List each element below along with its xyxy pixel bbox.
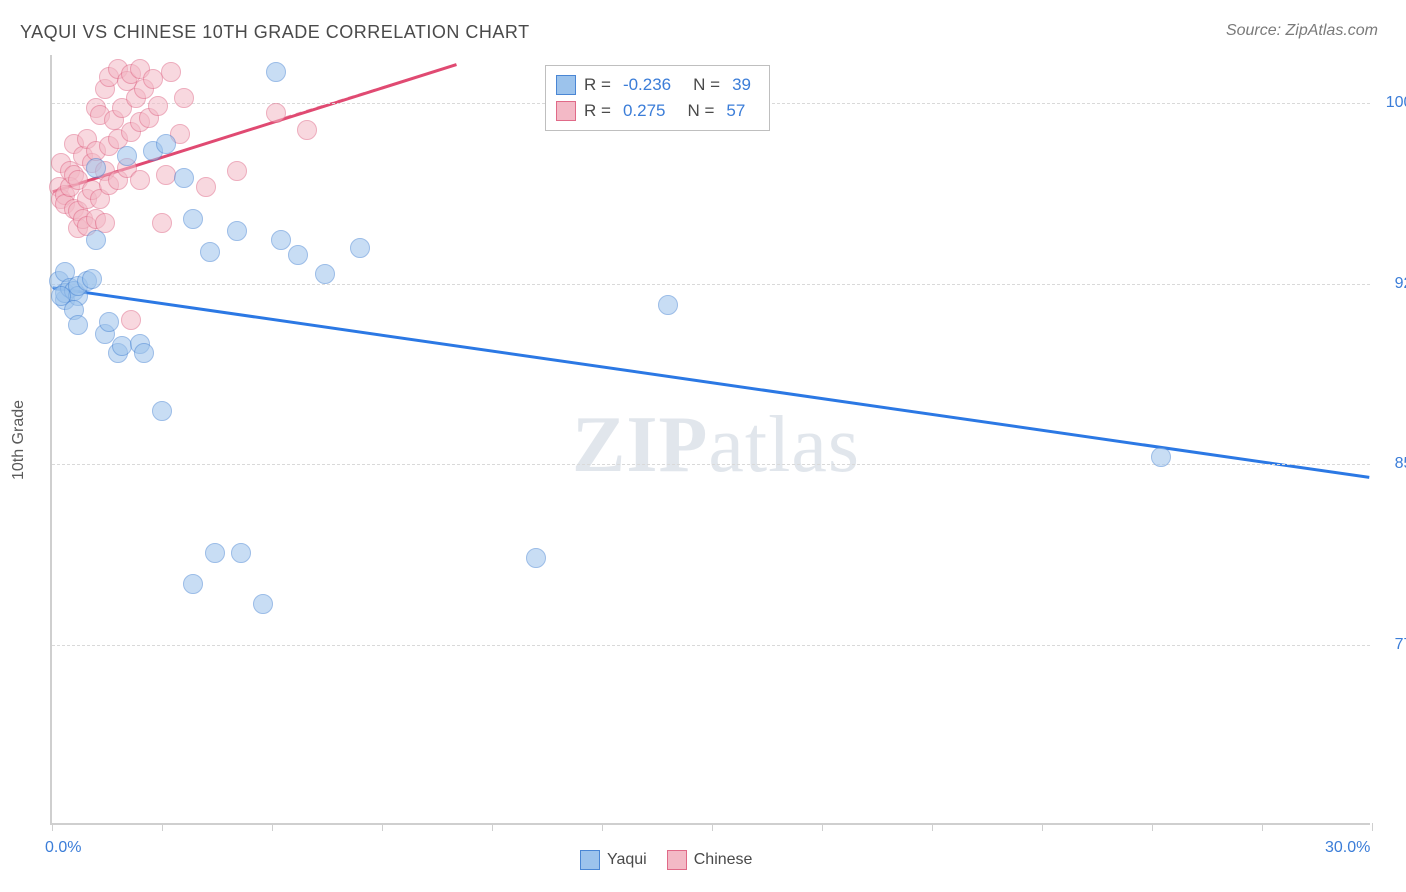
data-point (174, 88, 194, 108)
x-tick (162, 823, 163, 831)
legend-r-label: R = (584, 75, 611, 95)
grid-line (52, 645, 1370, 646)
data-point (205, 543, 225, 563)
x-tick (1152, 823, 1153, 831)
x-tick (52, 823, 53, 831)
legend-series-label: Chinese (694, 851, 753, 869)
y-axis-label: 10th Grade (10, 400, 28, 480)
x-tick (712, 823, 713, 831)
legend-swatch (667, 850, 687, 870)
source-label: Source: ZipAtlas.com (1226, 22, 1378, 40)
data-point (227, 221, 247, 241)
x-tick (492, 823, 493, 831)
data-point (86, 230, 106, 250)
x-tick (602, 823, 603, 831)
legend-swatch (556, 101, 576, 121)
x-tick-label: 0.0% (45, 839, 81, 857)
legend-r-label: R = (584, 101, 611, 121)
x-tick (822, 823, 823, 831)
data-point (526, 548, 546, 568)
data-point (174, 168, 194, 188)
data-point (99, 312, 119, 332)
y-tick-label: 92.5% (1375, 275, 1406, 293)
legend-n-label: N = (693, 75, 720, 95)
grid-line (52, 284, 1370, 285)
data-point (231, 543, 251, 563)
data-point (658, 295, 678, 315)
data-point (297, 120, 317, 140)
legend-r-value: 0.275 (623, 101, 666, 121)
data-point (183, 574, 203, 594)
legend-swatch (580, 850, 600, 870)
legend-series-label: Yaqui (607, 851, 647, 869)
data-point (1151, 447, 1171, 467)
y-tick-label: 100.0% (1375, 94, 1406, 112)
data-point (156, 134, 176, 154)
data-point (86, 158, 106, 178)
legend-stat-row: R = -0.236 N = 39 (556, 72, 755, 98)
data-point (266, 62, 286, 82)
data-point (161, 62, 181, 82)
chart-container: YAQUI VS CHINESE 10TH GRADE CORRELATION … (0, 0, 1406, 892)
plot-area: ZIPatlas 77.5%85.0%92.5%100.0% (50, 55, 1370, 825)
watermark: ZIPatlas (572, 400, 860, 491)
x-tick (272, 823, 273, 831)
data-point (183, 209, 203, 229)
x-tick-label: 30.0% (1325, 839, 1370, 857)
x-tick (1042, 823, 1043, 831)
legend-series: Yaqui Chinese (580, 850, 752, 870)
data-point (134, 343, 154, 363)
x-tick (382, 823, 383, 831)
data-point (196, 177, 216, 197)
legend-r-value: -0.236 (623, 75, 671, 95)
legend-n-label: N = (687, 101, 714, 121)
legend-series-item: Chinese (667, 850, 753, 870)
data-point (227, 161, 247, 181)
data-point (288, 245, 308, 265)
legend-stat-row: R = 0.275 N = 57 (556, 98, 755, 124)
data-point (200, 242, 220, 262)
legend-swatch (556, 75, 576, 95)
data-point (117, 146, 137, 166)
data-point (148, 96, 168, 116)
data-point (152, 213, 172, 233)
legend-series-item: Yaqui (580, 850, 647, 870)
data-point (271, 230, 291, 250)
trend-line (285, 65, 456, 118)
data-point (350, 238, 370, 258)
data-point (68, 315, 88, 335)
data-point (130, 170, 150, 190)
grid-line (52, 464, 1370, 465)
data-point (315, 264, 335, 284)
chart-title: YAQUI VS CHINESE 10TH GRADE CORRELATION … (20, 22, 530, 43)
y-tick-label: 77.5% (1375, 636, 1406, 654)
legend-stats: R = -0.236 N = 39 R = 0.275 N = 57 (545, 65, 770, 131)
data-point (152, 401, 172, 421)
data-point (266, 103, 286, 123)
x-tick (1262, 823, 1263, 831)
y-tick-label: 85.0% (1375, 455, 1406, 473)
x-tick (1372, 823, 1373, 831)
data-point (253, 594, 273, 614)
legend-n-value: 57 (726, 101, 745, 121)
data-point (121, 310, 141, 330)
legend-n-value: 39 (732, 75, 751, 95)
data-point (82, 269, 102, 289)
x-tick (932, 823, 933, 831)
